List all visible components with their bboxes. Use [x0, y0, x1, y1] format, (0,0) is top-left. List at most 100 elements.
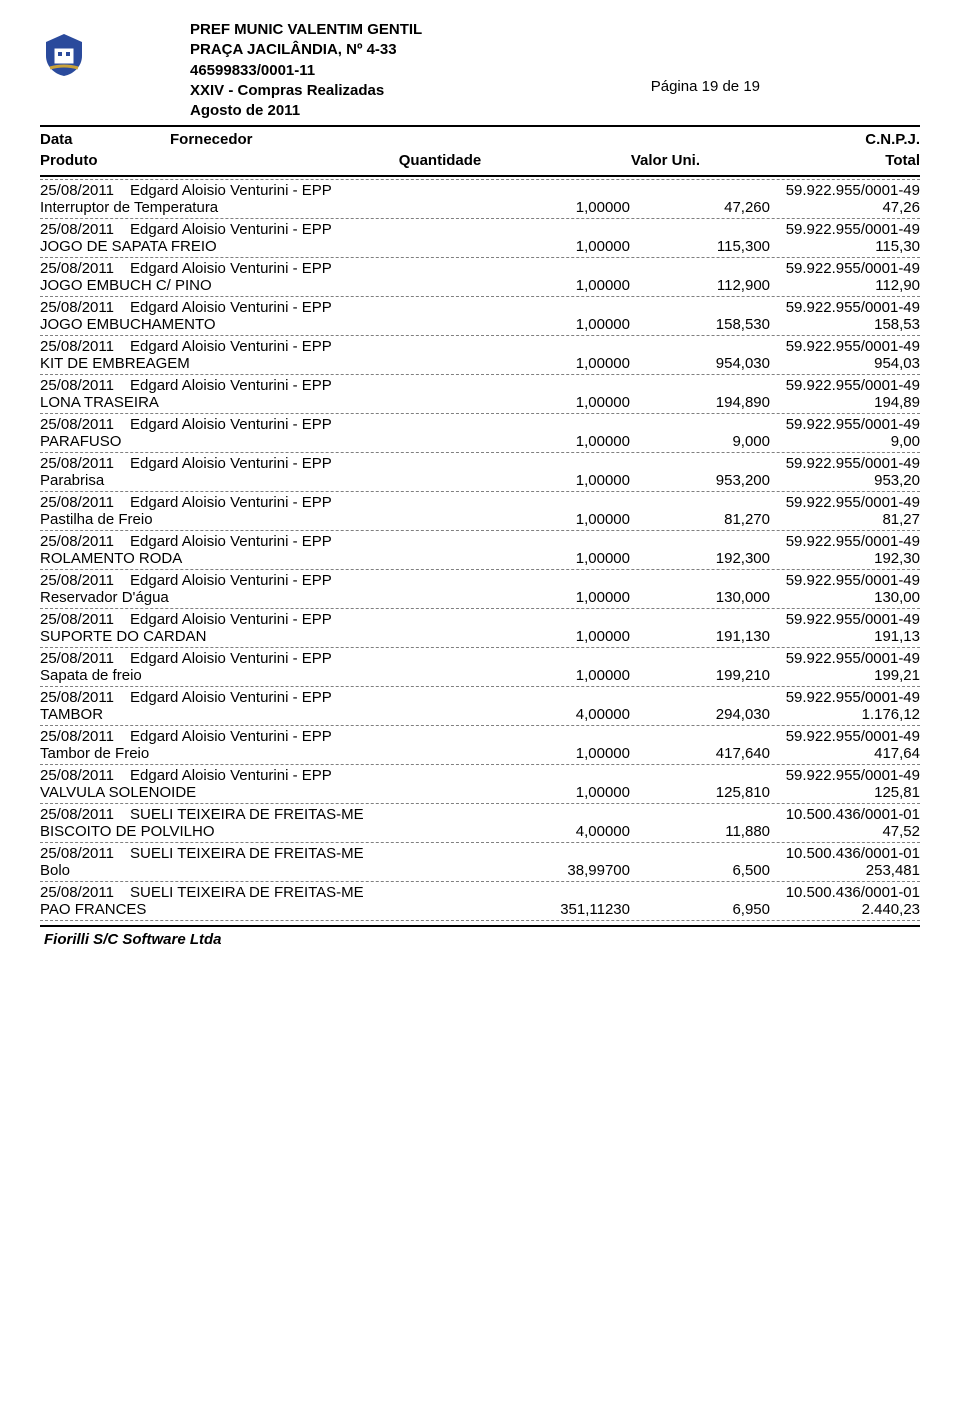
- item-date: 25/08/2011: [40, 338, 130, 355]
- item-supplier: SUELI TEIXEIRA DE FREITAS-ME: [130, 884, 730, 901]
- dash-separator: [40, 686, 920, 687]
- report-period: Agosto de 2011: [190, 101, 422, 121]
- page-number: Página 19 de 19: [651, 78, 760, 95]
- item-qty: 1,00000: [510, 745, 630, 762]
- item-qty: 1,00000: [510, 667, 630, 684]
- item-product: Tambor de Freio: [40, 745, 510, 762]
- item-row-supplier: 25/08/2011Edgard Aloisio Venturini - EPP…: [40, 649, 920, 667]
- item-qty: 1,00000: [510, 394, 630, 411]
- item-cnpj: 59.922.955/0001-49: [730, 728, 920, 745]
- item-unit-value: 115,300: [630, 238, 770, 255]
- item-row-product: Tambor de Freio1,00000417,640417,64: [40, 745, 920, 763]
- item-cnpj: 59.922.955/0001-49: [730, 260, 920, 277]
- item-supplier: Edgard Aloisio Venturini - EPP: [130, 221, 730, 238]
- item-total: 253,481: [770, 862, 920, 879]
- item-product: VALVULA SOLENOIDE: [40, 784, 510, 801]
- item-total: 81,27: [770, 511, 920, 528]
- item-total: 9,00: [770, 433, 920, 450]
- item-total: 192,30: [770, 550, 920, 567]
- org-name: PREF MUNIC VALENTIM GENTIL: [190, 20, 422, 40]
- item-date: 25/08/2011: [40, 572, 130, 589]
- item-total: 47,26: [770, 199, 920, 216]
- item-product: JOGO DE SAPATA FREIO: [40, 238, 510, 255]
- dash-separator: [40, 218, 920, 219]
- item-unit-value: 9,000: [630, 433, 770, 450]
- item-row-product: KIT DE EMBREAGEM1,00000954,030954,03: [40, 355, 920, 373]
- item-qty: 1,00000: [510, 511, 630, 528]
- item-product: SUPORTE DO CARDAN: [40, 628, 510, 645]
- column-headers-row2: Produto Quantidade Valor Uni. Total: [40, 150, 920, 171]
- item-row-supplier: 25/08/2011Edgard Aloisio Venturini - EPP…: [40, 454, 920, 472]
- dash-separator: [40, 842, 920, 843]
- item-cnpj: 59.922.955/0001-49: [730, 767, 920, 784]
- item-qty: 1,00000: [510, 316, 630, 333]
- item-unit-value: 47,260: [630, 199, 770, 216]
- dash-separator: [40, 491, 920, 492]
- dash-separator: [40, 608, 920, 609]
- item-qty: 1,00000: [510, 238, 630, 255]
- item-supplier: Edgard Aloisio Venturini - EPP: [130, 494, 730, 511]
- item-supplier: Edgard Aloisio Venturini - EPP: [130, 650, 730, 667]
- item-row-product: VALVULA SOLENOIDE1,00000125,810125,81: [40, 784, 920, 802]
- item-date: 25/08/2011: [40, 221, 130, 238]
- item-cnpj: 10.500.436/0001-01: [730, 884, 920, 901]
- dash-separator: [40, 530, 920, 531]
- item-qty: 4,00000: [510, 706, 630, 723]
- item-date: 25/08/2011: [40, 611, 130, 628]
- item-row-product: ROLAMENTO RODA1,00000192,300192,30: [40, 550, 920, 568]
- item-total: 115,30: [770, 238, 920, 255]
- item-total: 1.176,12: [770, 706, 920, 723]
- item-qty: 1,00000: [510, 472, 630, 489]
- item-row-supplier: 25/08/2011Edgard Aloisio Venturini - EPP…: [40, 688, 920, 706]
- item-product: JOGO EMBUCHAMENTO: [40, 316, 510, 333]
- item-supplier: Edgard Aloisio Venturini - EPP: [130, 533, 730, 550]
- item-cnpj: 59.922.955/0001-49: [730, 533, 920, 550]
- item-supplier: Edgard Aloisio Venturini - EPP: [130, 689, 730, 706]
- col-produto: Produto: [40, 152, 340, 169]
- item-row-supplier: 25/08/2011SUELI TEIXEIRA DE FREITAS-ME10…: [40, 883, 920, 901]
- item-supplier: Edgard Aloisio Venturini - EPP: [130, 260, 730, 277]
- col-quantidade: Quantidade: [340, 152, 540, 169]
- item-supplier: Edgard Aloisio Venturini - EPP: [130, 455, 730, 472]
- item-total: 125,81: [770, 784, 920, 801]
- dash-separator: [40, 920, 920, 921]
- dash-separator: [40, 725, 920, 726]
- item-supplier: Edgard Aloisio Venturini - EPP: [130, 338, 730, 355]
- item-unit-value: 158,530: [630, 316, 770, 333]
- header-rule-2: [40, 175, 920, 177]
- item-row-product: Parabrisa1,00000953,200953,20: [40, 472, 920, 490]
- dash-separator: [40, 179, 920, 180]
- item-qty: 1,00000: [510, 784, 630, 801]
- item-row-supplier: 25/08/2011Edgard Aloisio Venturini - EPP…: [40, 181, 920, 199]
- col-valor-uni: Valor Uni.: [540, 152, 700, 169]
- item-cnpj: 59.922.955/0001-49: [730, 338, 920, 355]
- item-qty: 38,99700: [510, 862, 630, 879]
- item-row-product: Pastilha de Freio1,0000081,27081,27: [40, 511, 920, 529]
- item-product: Pastilha de Freio: [40, 511, 510, 528]
- report-header: PREF MUNIC VALENTIM GENTIL PRAÇA JACILÂN…: [40, 20, 920, 121]
- item-row-supplier: 25/08/2011Edgard Aloisio Venturini - EPP…: [40, 220, 920, 238]
- item-supplier: Edgard Aloisio Venturini - EPP: [130, 299, 730, 316]
- item-row-product: LONA TRASEIRA1,00000194,890194,89: [40, 394, 920, 412]
- item-supplier: Edgard Aloisio Venturini - EPP: [130, 572, 730, 589]
- item-row-product: Interruptor de Temperatura1,0000047,2604…: [40, 199, 920, 217]
- item-product: Bolo: [40, 862, 510, 879]
- item-row-supplier: 25/08/2011Edgard Aloisio Venturini - EPP…: [40, 298, 920, 316]
- item-unit-value: 199,210: [630, 667, 770, 684]
- item-cnpj: 59.922.955/0001-49: [730, 455, 920, 472]
- item-product: Reservador D'água: [40, 589, 510, 606]
- footer-rule: [40, 925, 920, 927]
- item-date: 25/08/2011: [40, 728, 130, 745]
- item-date: 25/08/2011: [40, 767, 130, 784]
- item-total: 953,20: [770, 472, 920, 489]
- item-product: JOGO EMBUCH C/ PINO: [40, 277, 510, 294]
- item-unit-value: 953,200: [630, 472, 770, 489]
- item-cnpj: 59.922.955/0001-49: [730, 689, 920, 706]
- item-supplier: Edgard Aloisio Venturini - EPP: [130, 611, 730, 628]
- item-supplier: Edgard Aloisio Venturini - EPP: [130, 767, 730, 784]
- dash-separator: [40, 881, 920, 882]
- item-row-product: JOGO DE SAPATA FREIO1,00000115,300115,30: [40, 238, 920, 256]
- item-date: 25/08/2011: [40, 845, 130, 862]
- item-total: 417,64: [770, 745, 920, 762]
- item-cnpj: 59.922.955/0001-49: [730, 650, 920, 667]
